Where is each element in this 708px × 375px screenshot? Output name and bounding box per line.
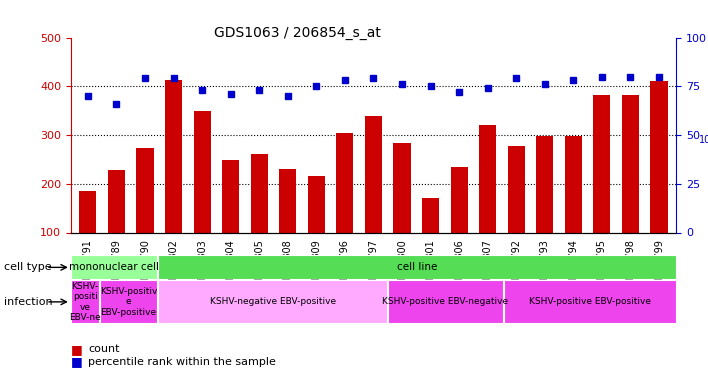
Bar: [422, 198, 439, 281]
Bar: [336, 133, 353, 281]
Text: cell line: cell line: [396, 262, 437, 272]
Bar: [508, 146, 525, 281]
Bar: [158, 255, 675, 279]
Bar: [279, 169, 297, 281]
Bar: [565, 136, 582, 281]
Bar: [137, 148, 154, 281]
Text: GDS1063 / 206854_s_at: GDS1063 / 206854_s_at: [214, 26, 381, 40]
Bar: [72, 255, 156, 279]
Bar: [536, 136, 554, 281]
Text: infection: infection: [4, 297, 52, 307]
Bar: [394, 143, 411, 281]
Text: mononuclear cell: mononuclear cell: [69, 262, 159, 272]
Bar: [193, 111, 211, 281]
Bar: [308, 177, 325, 281]
Y-axis label: 100%: 100%: [699, 135, 708, 145]
Bar: [622, 94, 639, 281]
Bar: [479, 125, 496, 281]
Bar: [158, 280, 387, 324]
Bar: [450, 166, 468, 281]
Bar: [365, 117, 382, 281]
Bar: [108, 170, 125, 281]
Bar: [79, 191, 96, 281]
Text: KSHV-
positi
ve
EBV-ne: KSHV- positi ve EBV-ne: [69, 282, 101, 322]
Text: KSHV-positive EBV-negative: KSHV-positive EBV-negative: [382, 297, 508, 306]
Bar: [504, 280, 675, 324]
Bar: [222, 160, 239, 281]
Bar: [165, 80, 182, 281]
Text: cell type: cell type: [4, 262, 51, 272]
Text: KSHV-positive EBV-positive: KSHV-positive EBV-positive: [529, 297, 651, 306]
Bar: [72, 280, 99, 324]
Text: KSHV-positiv
e
EBV-positive: KSHV-positiv e EBV-positive: [100, 287, 157, 317]
Bar: [651, 81, 668, 281]
Bar: [593, 94, 610, 281]
Text: KSHV-negative EBV-positive: KSHV-negative EBV-positive: [210, 297, 336, 306]
Bar: [389, 280, 503, 324]
Text: percentile rank within the sample: percentile rank within the sample: [88, 357, 276, 367]
Bar: [251, 153, 268, 281]
Bar: [101, 280, 156, 324]
Text: ■: ■: [71, 343, 83, 356]
Text: count: count: [88, 345, 120, 354]
Text: ■: ■: [71, 356, 83, 368]
